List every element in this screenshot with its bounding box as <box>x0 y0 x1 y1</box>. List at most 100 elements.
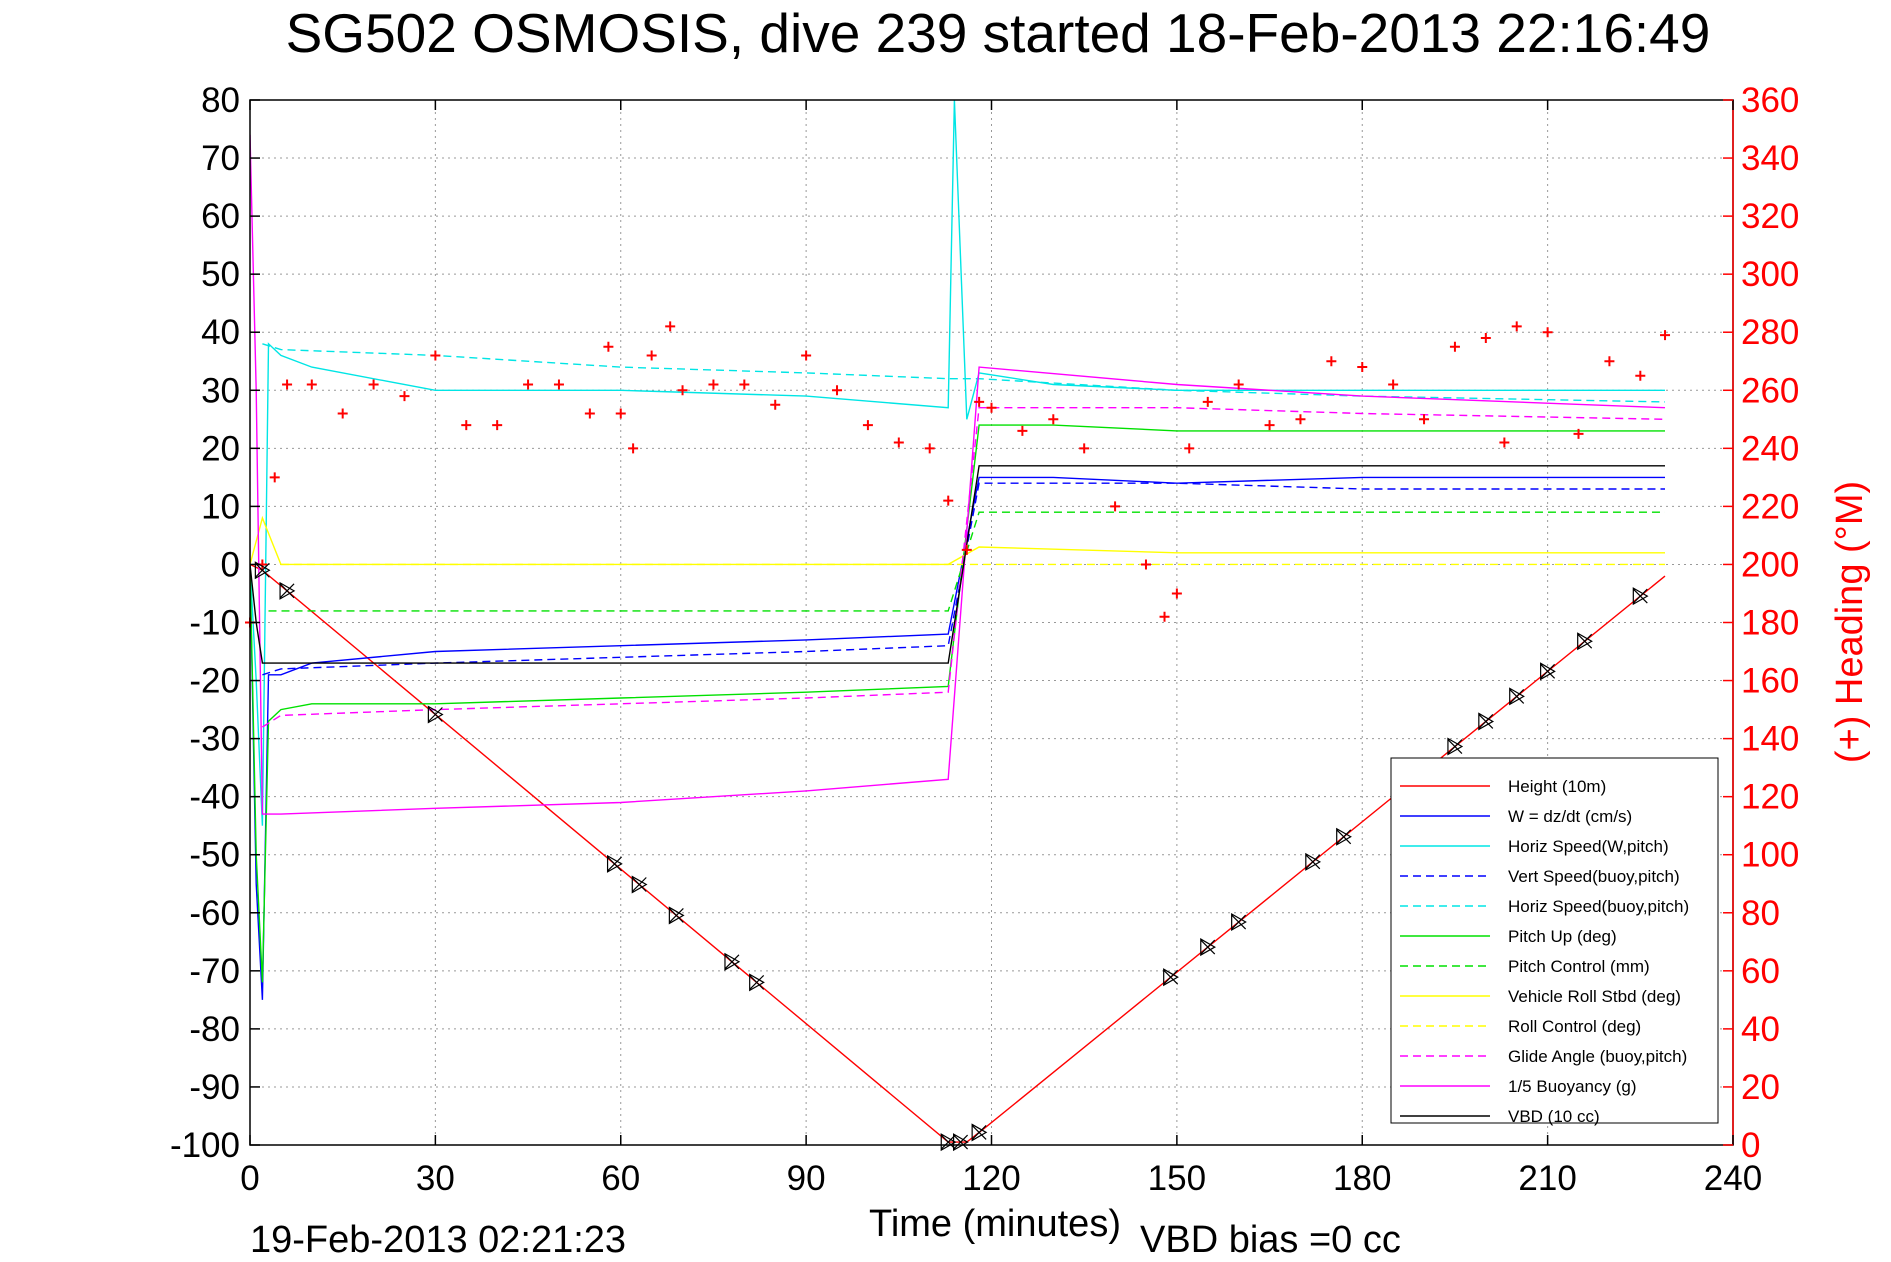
heading-point <box>1419 414 1430 425</box>
heading-point <box>943 495 954 506</box>
y-tick-label: -50 <box>189 836 240 875</box>
y2-tick-label: 120 <box>1741 778 1799 817</box>
y-axis: 80 70 60 50 40 30 20 10 0 -10 -20 -30 -40 -50 -60 -70 -8… <box>170 81 260 1165</box>
y-tick-label: 20 <box>201 429 240 468</box>
height-marker <box>668 906 685 925</box>
y-tick-label: -30 <box>189 720 240 759</box>
heading-point <box>665 321 676 332</box>
height-marker <box>1478 712 1495 731</box>
heading-point <box>739 379 750 390</box>
y2-axis-label: (+) Heading (°M) <box>1829 481 1871 763</box>
legend-label: Pitch Control (mm) <box>1508 957 1650 976</box>
heading-point <box>1140 559 1151 570</box>
legend-label: W = dz/dt (cm/s) <box>1508 807 1632 826</box>
series-line-9 <box>262 407 1666 728</box>
y-tick-label: -70 <box>189 952 240 991</box>
x-tick-label: 210 <box>1518 1159 1576 1198</box>
y2-tick-label: 160 <box>1741 662 1799 701</box>
y-tick-label: 60 <box>201 197 240 236</box>
y2-tick-label: 340 <box>1741 139 1799 178</box>
height-marker <box>1231 912 1247 932</box>
heading-point <box>1660 330 1671 341</box>
heading-point <box>430 350 441 361</box>
height-marker <box>1305 852 1322 871</box>
legend-label: Glide Angle (buoy,pitch) <box>1508 1047 1687 1066</box>
legend-box <box>1390 757 1719 1124</box>
footer-timestamp: 19-Feb-2013 02:21:23 <box>250 1219 626 1261</box>
heading-point <box>862 420 873 431</box>
height-marker <box>606 854 623 873</box>
series-line-5 <box>250 424 1665 983</box>
x-tick-label: 90 <box>787 1159 826 1198</box>
heading-point <box>1499 437 1510 448</box>
y2-tick-label: 140 <box>1741 720 1799 759</box>
heading-point <box>924 443 935 454</box>
heading-point <box>1388 379 1399 390</box>
y-tick-label: 10 <box>201 487 240 526</box>
y2-tick-label: 260 <box>1741 371 1799 410</box>
x-tick-label: 120 <box>962 1159 1020 1198</box>
heading-point <box>1233 379 1244 390</box>
y2-tick-label: 180 <box>1741 604 1799 643</box>
series-line-3 <box>262 482 1665 676</box>
legend-label: Horiz Speed(W,pitch) <box>1508 837 1669 856</box>
legend-label: Horiz Speed(buoy,pitch) <box>1508 897 1689 916</box>
y-tick-label: 0 <box>221 545 240 584</box>
heading-point <box>1048 414 1059 425</box>
y2-tick-label: 220 <box>1741 487 1799 526</box>
y-tick-label: -100 <box>170 1126 240 1165</box>
series-layer <box>250 100 1666 1143</box>
height-marker <box>631 875 648 894</box>
height-marker <box>724 952 741 971</box>
height-marker <box>1200 938 1216 957</box>
y-tick-label: -90 <box>189 1068 240 1107</box>
heading-point <box>1480 333 1491 344</box>
legend: Height (10m) W = dz/dt (cm/s) Horiz Speed(… <box>1390 757 1719 1126</box>
x-tick-label: 0 <box>240 1159 259 1198</box>
heading-point <box>1542 327 1553 338</box>
heading-point <box>1171 588 1182 599</box>
y2-tick-label: 200 <box>1741 545 1799 584</box>
heading-point <box>368 379 379 390</box>
legend-label: Roll Control (deg) <box>1508 1017 1641 1036</box>
height-marker <box>1336 827 1352 846</box>
y-tick-label: 30 <box>201 371 240 410</box>
vbd-bias-label: VBD bias =0 cc <box>1140 1219 1401 1261</box>
x-tick-label: 240 <box>1704 1159 1762 1198</box>
legend-label: VBD (10 cc) <box>1508 1107 1600 1126</box>
heading-point <box>1449 341 1460 352</box>
heading-point <box>1264 420 1275 431</box>
heading-point <box>282 379 293 390</box>
y2-tick-label: 320 <box>1741 197 1799 236</box>
series-line-11 <box>250 465 1665 664</box>
height-marker <box>279 581 296 600</box>
y-tick-label: 50 <box>201 255 240 294</box>
y-tick-label: 80 <box>201 81 240 120</box>
heading-point <box>1357 362 1368 373</box>
height-marker <box>1540 662 1556 681</box>
x-axis: 0 30 60 90 120 150 180 210 240 <box>240 100 1762 1198</box>
heading-point <box>1573 428 1584 439</box>
x-axis-label: Time (minutes) <box>869 1203 1121 1245</box>
heading-point <box>1184 443 1195 454</box>
height-marker <box>1632 587 1649 606</box>
height-marker <box>971 1123 988 1142</box>
heading-point <box>1295 414 1306 425</box>
heading-point <box>553 379 564 390</box>
heading-point <box>1511 321 1522 332</box>
series-line-10 <box>250 134 1666 815</box>
height-marker <box>254 561 271 580</box>
legend-label: Vehicle Roll Stbd (deg) <box>1508 987 1681 1006</box>
legend-label: Height (10m) <box>1508 777 1606 796</box>
y2-tick-label: 280 <box>1741 313 1799 352</box>
heading-point <box>893 437 904 448</box>
y2-tick-label: 240 <box>1741 429 1799 468</box>
heading-point <box>1110 501 1121 512</box>
heading-point <box>1604 356 1615 367</box>
heading-point <box>628 443 639 454</box>
heading-layer <box>245 321 1671 628</box>
heading-point <box>1202 396 1213 407</box>
heading-point <box>492 420 503 431</box>
y-tick-label: -80 <box>189 1010 240 1049</box>
